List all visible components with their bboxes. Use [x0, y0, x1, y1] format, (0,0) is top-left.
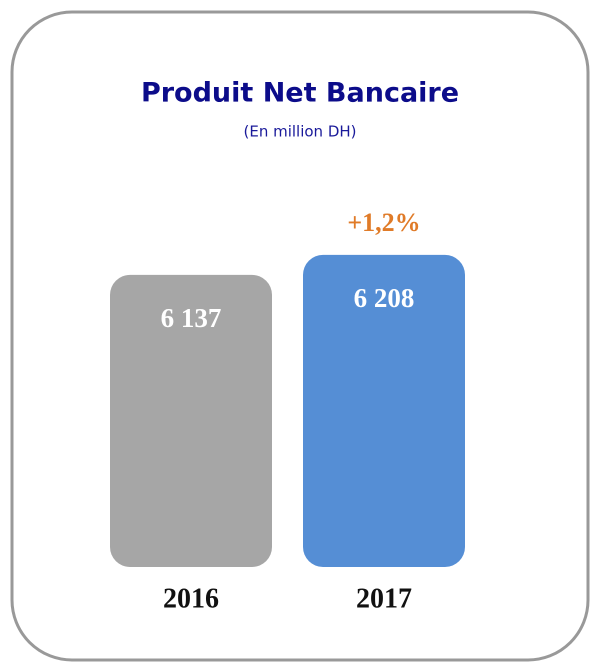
- x-tick-label: 2016: [163, 583, 219, 614]
- chart-title: Produit Net Bancaire: [141, 78, 459, 109]
- chart-subtitle: (En million DH): [243, 123, 356, 141]
- bar: [110, 274, 272, 567]
- frame: [10, 10, 590, 662]
- data-label: 6 137: [161, 303, 222, 333]
- bar: [303, 254, 465, 567]
- x-tick-label: 2017: [356, 583, 412, 614]
- annotation: +1,2%: [347, 208, 420, 237]
- data-label: 6 208: [354, 283, 415, 313]
